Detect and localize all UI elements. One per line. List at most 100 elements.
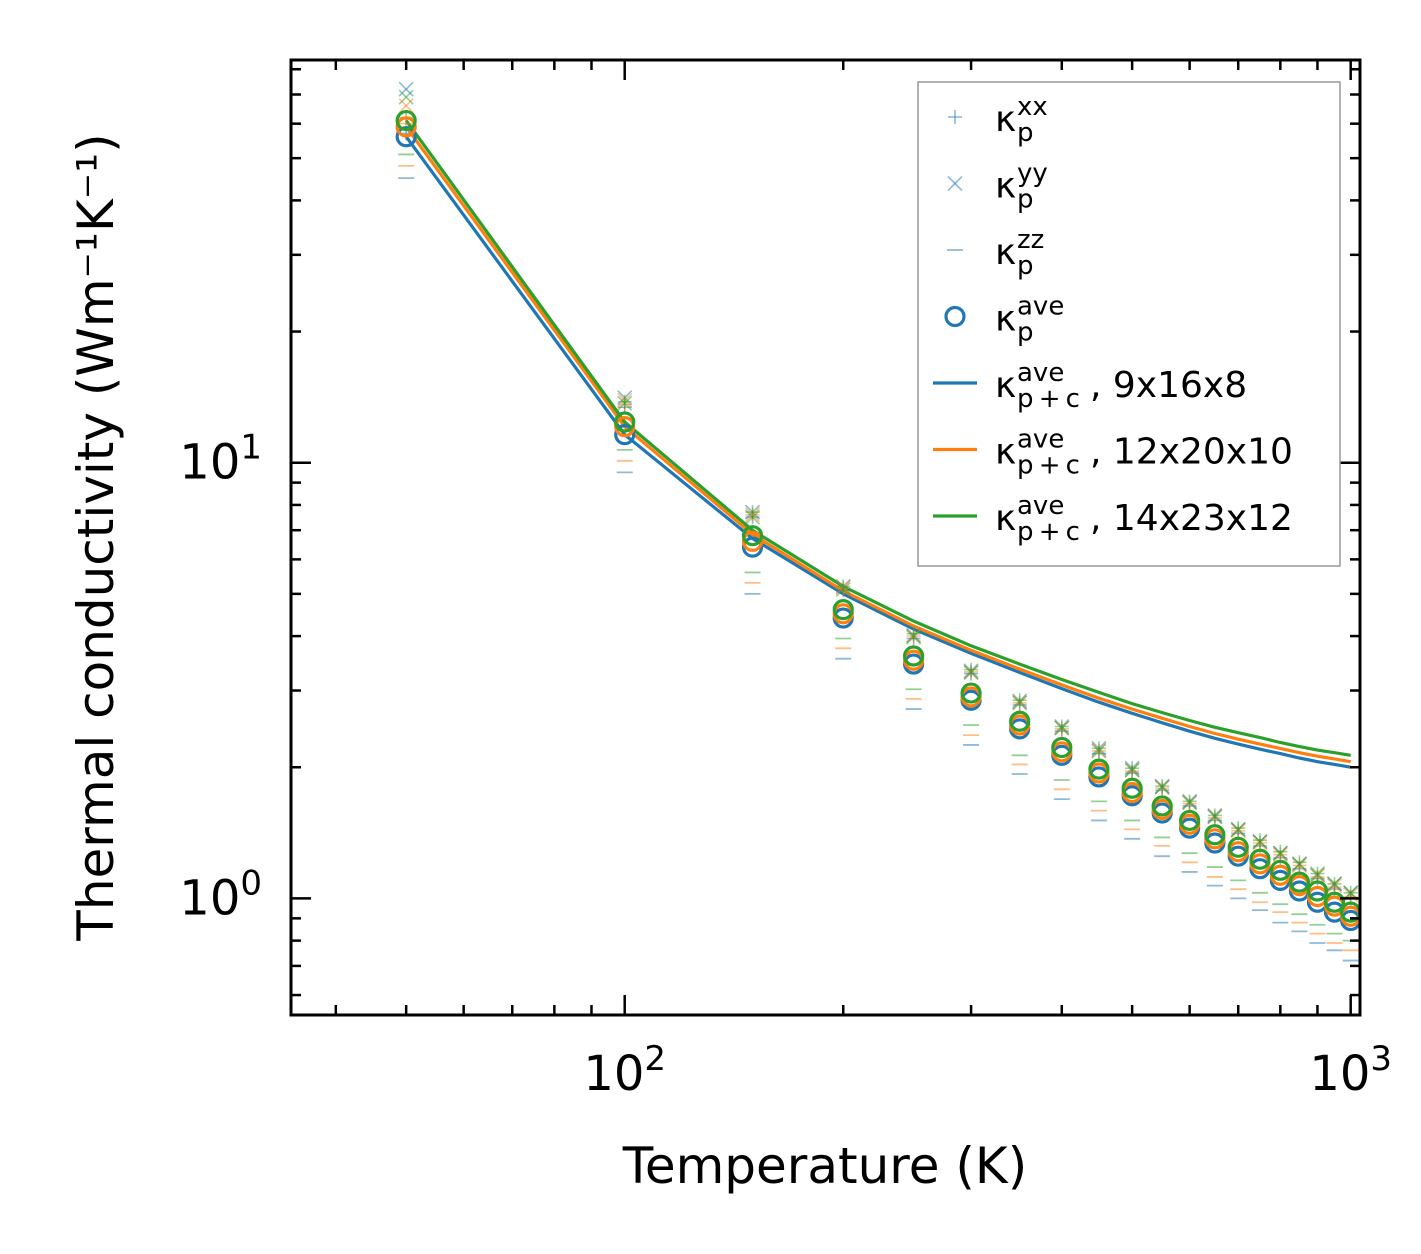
kp-ave-point bbox=[1227, 836, 1249, 858]
legend-subscript: p bbox=[1017, 251, 1034, 281]
series-14x23x12 bbox=[404, 119, 1351, 757]
kp-ave-point bbox=[960, 682, 982, 704]
kp-ave-point bbox=[1288, 871, 1311, 893]
kp-yy-point bbox=[398, 89, 414, 105]
y-tick-base: 10 bbox=[179, 870, 240, 926]
kp-ave-point bbox=[1249, 848, 1271, 870]
legend-suffix: , 14x23x12 bbox=[1090, 498, 1293, 539]
kp-ave-point bbox=[832, 599, 854, 621]
x-tick-label: 102 bbox=[583, 1039, 666, 1102]
legend-kappa: κ bbox=[995, 432, 1016, 473]
series-12x20x10 bbox=[404, 125, 1351, 764]
legend-subscript: p bbox=[1017, 318, 1034, 348]
legend-kappa: κ bbox=[995, 365, 1016, 406]
legend-subscript: p + c bbox=[1017, 517, 1080, 547]
kp-ave-point bbox=[1088, 758, 1110, 780]
x-tick-base: 10 bbox=[583, 1046, 644, 1102]
series-9x16x8 bbox=[404, 135, 1351, 769]
legend-label: κave p bbox=[995, 292, 1064, 348]
kp-yy-point bbox=[1291, 856, 1308, 872]
kp-ave-point bbox=[1121, 777, 1143, 799]
legend-superscript: ave bbox=[1017, 425, 1064, 455]
legend-kappa: κ bbox=[995, 498, 1016, 539]
kp-yy-point bbox=[1124, 762, 1140, 778]
kp-yy-point bbox=[1326, 876, 1343, 892]
legend-kappa: κ bbox=[995, 232, 1016, 273]
kp-ave-point bbox=[741, 536, 764, 558]
kp-yy-point bbox=[744, 509, 761, 525]
legend-subscript: p bbox=[1017, 118, 1034, 148]
kp-ave-point bbox=[741, 530, 764, 552]
y-tick-base: 10 bbox=[179, 435, 240, 491]
legend-superscript: xx bbox=[1017, 92, 1048, 122]
kp-ave-point bbox=[1204, 824, 1226, 846]
legend-marker-circle bbox=[944, 305, 966, 328]
legend-label: κave p + c , 12x20x10 bbox=[995, 425, 1293, 481]
legend-kappa: κ bbox=[995, 99, 1016, 140]
kp-ave-point bbox=[614, 411, 636, 433]
x-tick-exponent: 3 bbox=[1370, 1039, 1392, 1079]
kp-yy-point bbox=[1054, 720, 1070, 736]
kp-ave-point bbox=[1306, 880, 1329, 902]
kp-ave-point bbox=[1009, 710, 1031, 732]
kp-ave-point bbox=[741, 525, 764, 547]
legend-superscript: ave bbox=[1017, 491, 1064, 521]
kpc-ave-line-14x23x12 bbox=[404, 119, 1351, 757]
kp-yy-point bbox=[1012, 695, 1028, 711]
kp-yy-point bbox=[617, 395, 633, 411]
legend-item: κave p bbox=[944, 292, 1064, 348]
kp-yy-point bbox=[1272, 845, 1288, 861]
legend-subscript: p + c bbox=[1017, 384, 1080, 414]
series-markers-14x23x12 bbox=[398, 89, 1359, 942]
kp-yy-point bbox=[906, 629, 922, 645]
kp-yy-point bbox=[1252, 834, 1268, 850]
kp-yy-point bbox=[1207, 809, 1223, 825]
kp-yy-point bbox=[1309, 866, 1326, 882]
kp-ave-point bbox=[614, 424, 636, 446]
kp-yy-point bbox=[963, 664, 979, 681]
kp-yy-point bbox=[1154, 779, 1170, 795]
plot-frame bbox=[289, 58, 1362, 1017]
legend-kappa: κ bbox=[995, 166, 1016, 207]
kp-yy-point bbox=[398, 81, 414, 97]
x-tick-exponent: 2 bbox=[644, 1039, 666, 1079]
legend-kappa: κ bbox=[995, 299, 1016, 340]
data-layer bbox=[395, 81, 1362, 962]
legend-item: κave p + c , 14x23x12 bbox=[933, 491, 1293, 547]
legend-label: κxx p bbox=[995, 92, 1048, 148]
kp-yy-point bbox=[1091, 743, 1107, 759]
kp-ave-point bbox=[395, 126, 417, 148]
y-tick-exponent: 0 bbox=[240, 863, 262, 903]
legend-label: κyy p bbox=[995, 159, 1048, 215]
legend-suffix: , 12x20x10 bbox=[1090, 432, 1293, 473]
kp-ave-point bbox=[395, 109, 417, 132]
kp-ave-point bbox=[903, 645, 925, 667]
legend-suffix: , 9x16x8 bbox=[1090, 365, 1247, 406]
legend-box bbox=[917, 81, 1341, 567]
legend-superscript: yy bbox=[1017, 159, 1048, 189]
kp-ave-point bbox=[1151, 795, 1173, 817]
x-axis-label: Temperature (K) bbox=[622, 1137, 1027, 1195]
kpc-ave-line-12x20x10 bbox=[404, 125, 1351, 764]
legend-marker-cross bbox=[947, 175, 963, 192]
legend-superscript: ave bbox=[1017, 358, 1064, 388]
kp-ave-point bbox=[1323, 891, 1346, 913]
legend-item: κxx p bbox=[948, 92, 1048, 148]
kp-yy-point bbox=[835, 581, 851, 597]
legend-label: κave p + c , 14x23x12 bbox=[995, 491, 1293, 547]
legend-item: κave p + c , 9x16x8 bbox=[933, 358, 1247, 414]
kp-ave-point bbox=[395, 116, 417, 138]
kp-yy-point bbox=[1182, 794, 1198, 811]
y-tick-exponent: 1 bbox=[240, 428, 262, 468]
legend-superscript: zz bbox=[1017, 225, 1044, 255]
x-tick-base: 10 bbox=[1309, 1046, 1370, 1102]
y-axis-label: Thermal conductivity (Wm⁻¹K⁻¹) bbox=[67, 133, 125, 941]
kp-ave-point bbox=[1269, 859, 1291, 881]
x-tick-label: 103 bbox=[1309, 1039, 1392, 1102]
y-tick-label: 101 bbox=[179, 428, 262, 491]
y-tick-label: 100 bbox=[179, 863, 262, 926]
